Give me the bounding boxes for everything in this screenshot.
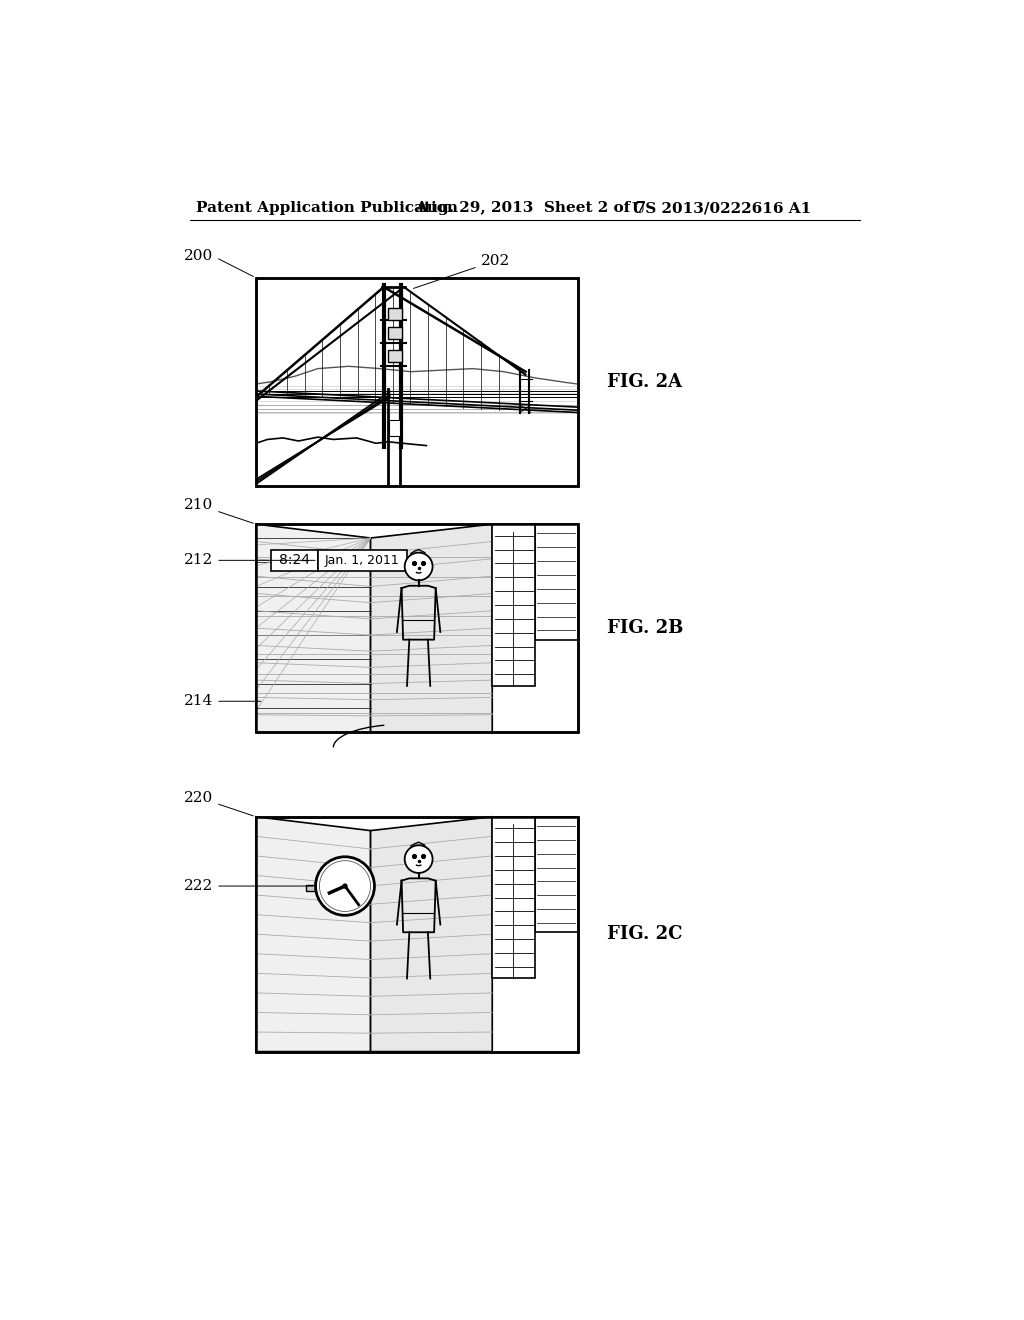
Bar	[389, 420, 400, 436]
Bar	[535, 817, 578, 932]
Circle shape	[404, 845, 432, 873]
Text: 200: 200	[184, 249, 253, 276]
Bar	[256, 817, 578, 1052]
Text: FIG. 2B: FIG. 2B	[607, 619, 683, 638]
Text: Patent Application Publication: Patent Application Publication	[197, 202, 458, 215]
Circle shape	[315, 857, 375, 915]
Bar	[535, 524, 578, 640]
Bar	[256, 817, 578, 1052]
Bar	[388, 350, 401, 363]
Bar	[388, 308, 401, 321]
Text: 210: 210	[184, 498, 253, 523]
Bar	[256, 277, 578, 486]
Text: 220: 220	[184, 791, 253, 816]
Circle shape	[343, 884, 347, 888]
Bar	[271, 549, 317, 572]
Polygon shape	[371, 524, 493, 733]
Polygon shape	[256, 524, 371, 733]
Bar	[493, 817, 535, 978]
Bar	[306, 884, 317, 891]
Text: FIG. 2A: FIG. 2A	[607, 372, 682, 391]
Text: 8:24: 8:24	[280, 553, 310, 568]
Text: Jan. 1, 2011: Jan. 1, 2011	[325, 554, 399, 566]
Text: FIG. 2C: FIG. 2C	[607, 925, 682, 942]
Bar	[256, 524, 578, 733]
Bar	[256, 277, 578, 486]
Text: 202: 202	[414, 253, 510, 288]
Polygon shape	[371, 817, 493, 1052]
Bar	[317, 549, 407, 572]
Polygon shape	[256, 817, 371, 1052]
Text: 214: 214	[184, 694, 261, 709]
Text: Aug. 29, 2013  Sheet 2 of 7: Aug. 29, 2013 Sheet 2 of 7	[415, 202, 646, 215]
Bar	[493, 524, 535, 686]
Text: US 2013/0222616 A1: US 2013/0222616 A1	[632, 202, 811, 215]
Text: 222: 222	[184, 879, 312, 894]
Circle shape	[319, 861, 371, 911]
Circle shape	[404, 553, 432, 581]
Text: 212: 212	[184, 553, 315, 568]
Bar	[256, 524, 578, 733]
Bar	[388, 327, 401, 339]
